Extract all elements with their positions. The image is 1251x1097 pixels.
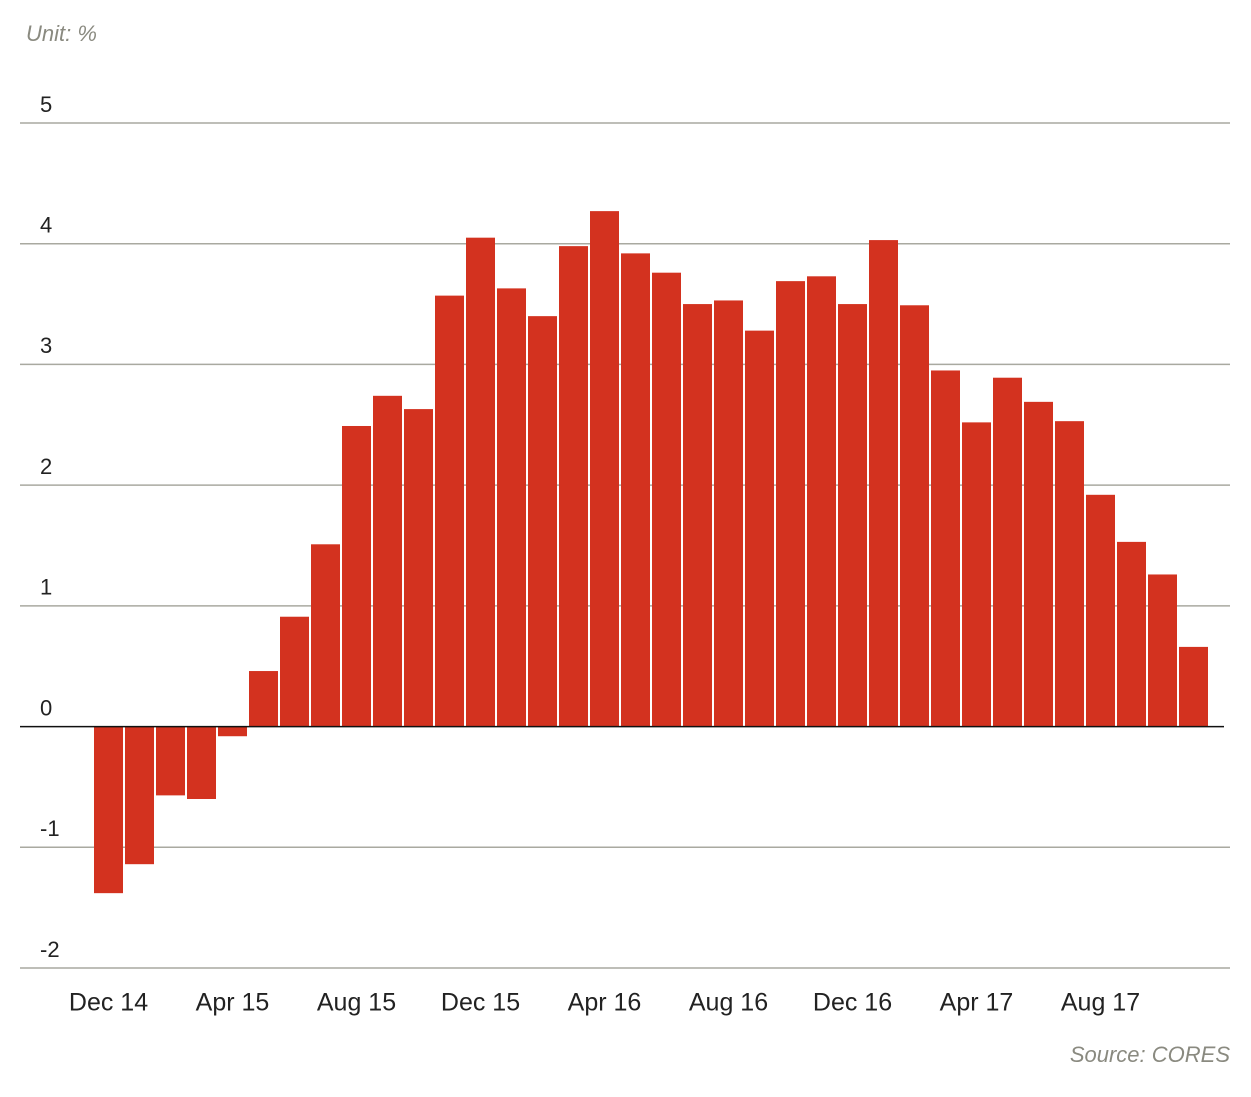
x-tick-label: Apr 17	[940, 989, 1014, 1017]
bar	[156, 726, 185, 796]
y-tick-label: -1	[40, 816, 60, 841]
bar	[776, 281, 805, 727]
x-tick-label: Aug 15	[317, 989, 396, 1017]
y-tick-label: 0	[40, 695, 52, 720]
x-tick-label: Dec 15	[441, 989, 520, 1017]
x-tick-label: Dec 16	[813, 989, 892, 1017]
x-tick-label: Apr 15	[196, 989, 270, 1017]
bar	[900, 305, 929, 727]
bar	[1086, 494, 1115, 727]
bar	[807, 276, 836, 727]
bar	[621, 253, 650, 727]
y-tick-label: -2	[40, 937, 60, 962]
bar	[187, 726, 216, 799]
bar	[1024, 401, 1053, 727]
bar	[683, 304, 712, 727]
bar	[373, 395, 402, 727]
x-tick-label: Apr 16	[568, 989, 642, 1017]
bar	[280, 616, 309, 727]
y-tick-label: 5	[40, 92, 52, 117]
bar	[125, 726, 154, 865]
bar	[497, 288, 526, 727]
bar	[838, 304, 867, 727]
bar	[590, 211, 619, 727]
bar	[218, 726, 247, 737]
y-tick-label: 3	[40, 333, 52, 358]
x-tick-label: Aug 17	[1061, 989, 1140, 1017]
bar	[528, 316, 557, 727]
bar	[94, 726, 123, 894]
bar	[1148, 574, 1177, 727]
bar	[311, 544, 340, 727]
bar	[652, 272, 681, 727]
bar	[931, 370, 960, 727]
bar	[745, 330, 774, 727]
unit-label: Unit: %	[26, 21, 97, 46]
bar	[404, 409, 433, 727]
x-tick-label: Dec 14	[69, 989, 148, 1017]
bar	[1117, 541, 1146, 727]
bar	[993, 377, 1022, 727]
bar	[714, 300, 743, 727]
bar	[1179, 646, 1208, 727]
y-tick-label: 1	[40, 575, 52, 600]
bar	[249, 671, 278, 727]
bar	[466, 237, 495, 727]
bar	[435, 295, 464, 727]
bar	[869, 240, 898, 727]
source: Source: CORES	[1070, 1042, 1230, 1067]
bar	[1055, 421, 1084, 727]
bar	[342, 425, 371, 727]
x-tick-label: Aug 16	[689, 989, 768, 1017]
bar	[559, 246, 588, 727]
y-tick-label: 2	[40, 454, 52, 479]
bar	[962, 422, 991, 727]
y-tick-label: 4	[40, 213, 52, 238]
